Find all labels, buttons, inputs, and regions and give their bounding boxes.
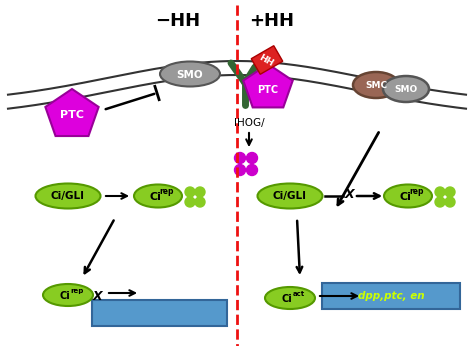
Circle shape	[235, 164, 246, 175]
Bar	[92, 300, 227, 326]
Text: Ci/GLI: Ci/GLI	[51, 191, 85, 201]
Circle shape	[435, 187, 445, 197]
Circle shape	[185, 187, 195, 197]
Bar	[322, 283, 460, 309]
Text: SMO: SMO	[177, 70, 203, 80]
Text: Ci/GLI: Ci/GLI	[273, 191, 307, 201]
Ellipse shape	[257, 183, 322, 209]
Text: SMC: SMC	[365, 82, 387, 91]
Text: PTC: PTC	[257, 85, 279, 95]
Text: HH: HH	[257, 53, 275, 69]
Circle shape	[185, 197, 195, 207]
Circle shape	[246, 153, 257, 164]
Text: +HH: +HH	[249, 12, 294, 30]
Circle shape	[235, 153, 246, 164]
Circle shape	[445, 187, 455, 197]
Circle shape	[435, 197, 445, 207]
Ellipse shape	[160, 62, 220, 86]
Text: PTC: PTC	[60, 110, 84, 120]
Text: Ci: Ci	[149, 192, 161, 202]
Polygon shape	[243, 64, 293, 107]
Circle shape	[195, 187, 205, 197]
Text: Ci: Ci	[399, 192, 411, 202]
Text: rep: rep	[160, 188, 174, 197]
Text: Ci: Ci	[282, 294, 292, 304]
Text: Ci: Ci	[60, 291, 70, 301]
Ellipse shape	[134, 184, 182, 208]
Ellipse shape	[36, 183, 100, 209]
Ellipse shape	[265, 287, 315, 309]
Text: SMO: SMO	[394, 85, 418, 94]
Text: rep: rep	[410, 188, 424, 197]
Text: −HH: −HH	[155, 12, 201, 30]
Text: X: X	[344, 189, 354, 201]
Text: X: X	[92, 291, 102, 303]
Circle shape	[445, 197, 455, 207]
Polygon shape	[251, 46, 283, 74]
Text: rep: rep	[70, 288, 84, 294]
Text: dpp,ptc, en: dpp,ptc, en	[358, 291, 424, 301]
Ellipse shape	[353, 72, 399, 98]
Ellipse shape	[43, 284, 93, 306]
Ellipse shape	[383, 76, 429, 102]
Text: act: act	[293, 291, 305, 297]
Ellipse shape	[384, 184, 432, 208]
Polygon shape	[46, 89, 99, 136]
Circle shape	[195, 197, 205, 207]
Circle shape	[246, 164, 257, 175]
Text: IHOG/: IHOG/	[234, 118, 264, 128]
